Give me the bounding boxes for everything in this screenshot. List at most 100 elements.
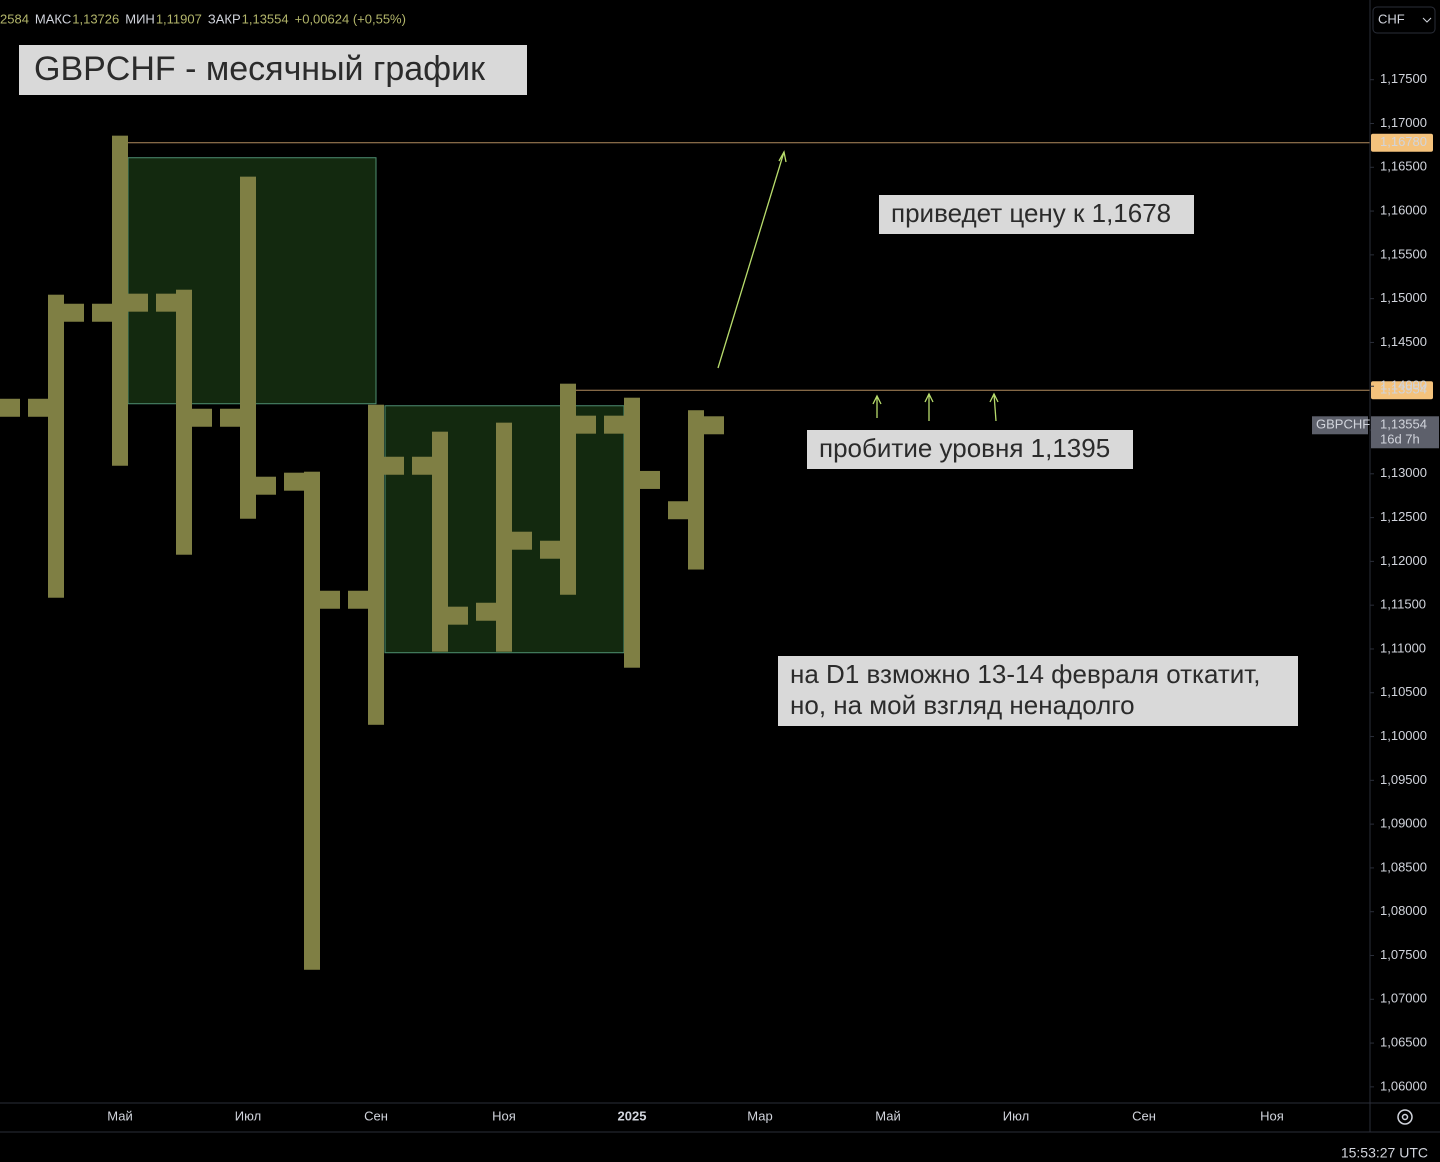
settings-icon-center <box>1401 1113 1409 1121</box>
bar-close <box>704 416 724 435</box>
bar-range <box>176 289 192 555</box>
y-tick-label: 1,16500 <box>1380 159 1427 174</box>
bar-open <box>284 472 304 491</box>
note-box <box>778 656 1298 726</box>
x-tick-label: Май <box>875 1108 900 1123</box>
bar-range <box>368 404 384 725</box>
bar-open <box>348 590 368 609</box>
bar-range <box>48 294 64 598</box>
note-box <box>807 430 1133 469</box>
currency-select[interactable] <box>1372 6 1436 34</box>
bar-close <box>448 606 468 625</box>
countdown: 16d 7h <box>1380 432 1420 447</box>
bar-range <box>496 422 512 652</box>
x-tick-label: Сен <box>364 1108 388 1123</box>
last-price-label: 1,13554 <box>1380 417 1427 432</box>
annotation: пробитие уровня 1,1395 <box>819 433 1110 463</box>
bar-close <box>64 303 84 322</box>
bar-range <box>304 471 320 970</box>
y-tick-label: 1,12500 <box>1380 509 1427 524</box>
note-box <box>879 195 1194 234</box>
y-tick-label: 1,15000 <box>1380 290 1427 305</box>
title-box <box>19 45 527 95</box>
bar-close <box>192 408 212 427</box>
bar-open <box>476 602 496 621</box>
bar-range <box>560 383 576 595</box>
currency[interactable]: CHF <box>1378 11 1405 26</box>
annotation: приведет цену к 1,1678 <box>891 198 1171 228</box>
x-tick-label: Сен <box>1132 1108 1156 1123</box>
level-badge <box>1371 381 1433 400</box>
bar-close <box>256 476 276 495</box>
bar-range <box>432 431 448 652</box>
y-tick-label: 1,09000 <box>1380 816 1427 831</box>
y-tick-label: 1,07500 <box>1380 947 1427 962</box>
y-tick-label: 1,07000 <box>1380 991 1427 1006</box>
bar-open <box>604 415 624 434</box>
y-tick-label: 1,17500 <box>1380 71 1427 86</box>
x-tick-label: Мар <box>747 1108 772 1123</box>
bar-open <box>220 408 240 427</box>
x-tick-label: Июл <box>1003 1108 1029 1123</box>
y-tick-label: 1,11500 <box>1380 597 1426 612</box>
bar-open <box>92 303 112 322</box>
header-item: 1,13554 <box>242 11 289 26</box>
bar-close <box>512 531 532 550</box>
y-tick-label: 1,11000 <box>1380 640 1426 655</box>
arrows <box>717 150 999 422</box>
x-tick-label: Ноя <box>492 1108 516 1123</box>
header-item: +0,00624 (+0,55%) <box>295 11 406 26</box>
x-tick-label: Июл <box>235 1108 261 1123</box>
header-item: 1,11907 <box>156 11 202 26</box>
header-item: МАКС <box>35 11 71 26</box>
y-tick-label: 1,14500 <box>1380 334 1427 349</box>
status-bar <box>0 1132 1440 1162</box>
bar-close <box>384 456 404 475</box>
annotation: но, на мой взгляд ненадолго <box>790 690 1135 720</box>
bar-range <box>112 135 128 466</box>
bar-range <box>688 410 704 570</box>
dropdown-icon <box>1422 17 1432 23</box>
symbol-label: GBPCHF <box>1316 417 1370 432</box>
bar-close <box>576 415 596 434</box>
y-tick-label: 1,10000 <box>1380 728 1427 743</box>
header-item: 1,13726 <box>72 11 119 26</box>
header-item: МИН <box>125 11 155 26</box>
bar-close <box>128 293 148 312</box>
header-item: 2584 <box>0 11 29 26</box>
level-badge <box>1371 133 1433 152</box>
bar-open <box>156 293 176 312</box>
level-label: 1,16780 <box>1380 134 1427 149</box>
x-tick-label: 2025 <box>618 1108 647 1123</box>
bar-close <box>640 470 660 489</box>
bar-open <box>412 456 432 475</box>
y-tick-label: 1,08000 <box>1380 903 1427 918</box>
bar-open <box>28 398 48 417</box>
y-tick-label: 1,14000 <box>1380 378 1427 393</box>
y-tick-label: 1,06500 <box>1380 1035 1427 1050</box>
bar-open <box>540 540 560 559</box>
x-tick-label: Май <box>107 1108 132 1123</box>
annotation: на D1 взможно 13-14 февраля откатит, <box>790 659 1261 689</box>
y-tick-label: 1,16000 <box>1380 203 1427 218</box>
bar-range <box>240 176 256 519</box>
bar-open <box>668 501 688 520</box>
last-price-badge <box>1371 416 1439 449</box>
bar-close <box>320 590 340 609</box>
y-tick-label: 1,06000 <box>1380 1078 1427 1093</box>
bar-range <box>624 397 640 668</box>
clock: 15:53:27 UTC <box>1341 1145 1428 1161</box>
settings-icon[interactable] <box>1397 1109 1413 1125</box>
y-tick-label: 1,09500 <box>1380 772 1427 787</box>
y-tick-label: 1,17000 <box>1380 115 1427 130</box>
header-item: ЗАКР <box>208 11 241 26</box>
y-tick-label: 1,08500 <box>1380 859 1427 874</box>
x-tick-label: Ноя <box>1260 1108 1284 1123</box>
bar-close <box>0 398 20 417</box>
y-tick-label: 1,15500 <box>1380 246 1427 261</box>
symbol-badge <box>1312 416 1368 435</box>
y-tick-label: 1,10500 <box>1380 684 1427 699</box>
y-tick-label: 1,12000 <box>1380 553 1427 568</box>
